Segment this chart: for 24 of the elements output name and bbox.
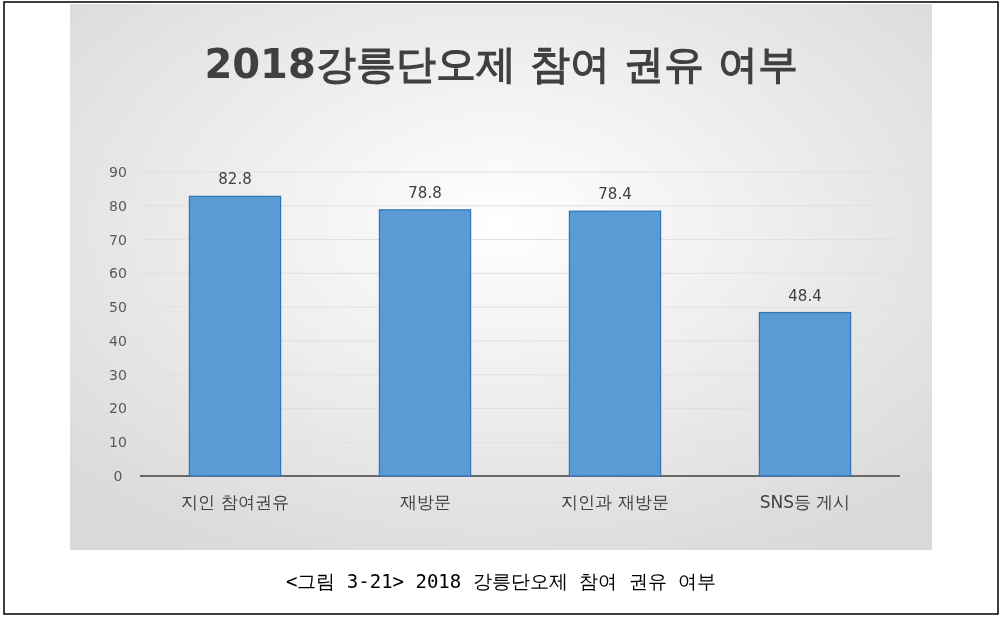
y-tick-label: 20 [109,400,127,417]
y-tick-label: 60 [109,265,127,282]
y-tick-label: 50 [109,299,127,316]
data-label: 78.4 [598,185,632,204]
x-tick-label: 재방문 [399,492,451,512]
y-tick-label: 10 [109,434,127,451]
x-tick-label: SNS등 게시 [759,492,851,512]
y-tick-label: 70 [109,231,127,248]
y-tick-label: 40 [109,332,127,349]
y-tick-label: 80 [109,197,127,214]
text: <그림 3-21> 2018 강릉단오제 참여 권유 여부 [285,570,717,592]
y-tick-label: 30 [109,366,127,383]
chart-title: 2018강릉단오제 참여 권유 여부 [204,41,798,87]
y-tick-label: 0 [113,468,123,484]
bar [568,210,662,477]
x-tick-label: 지인과 재방문 [561,492,669,512]
data-label: 48.4 [788,286,822,305]
data-label: 82.8 [218,170,252,189]
bar [188,195,282,477]
bar [378,209,472,477]
x-tick-label: 지인 참여권유 [181,492,289,512]
bar [758,311,852,477]
y-tick-label: 90 [109,164,127,180]
data-label: 78.8 [408,183,442,202]
